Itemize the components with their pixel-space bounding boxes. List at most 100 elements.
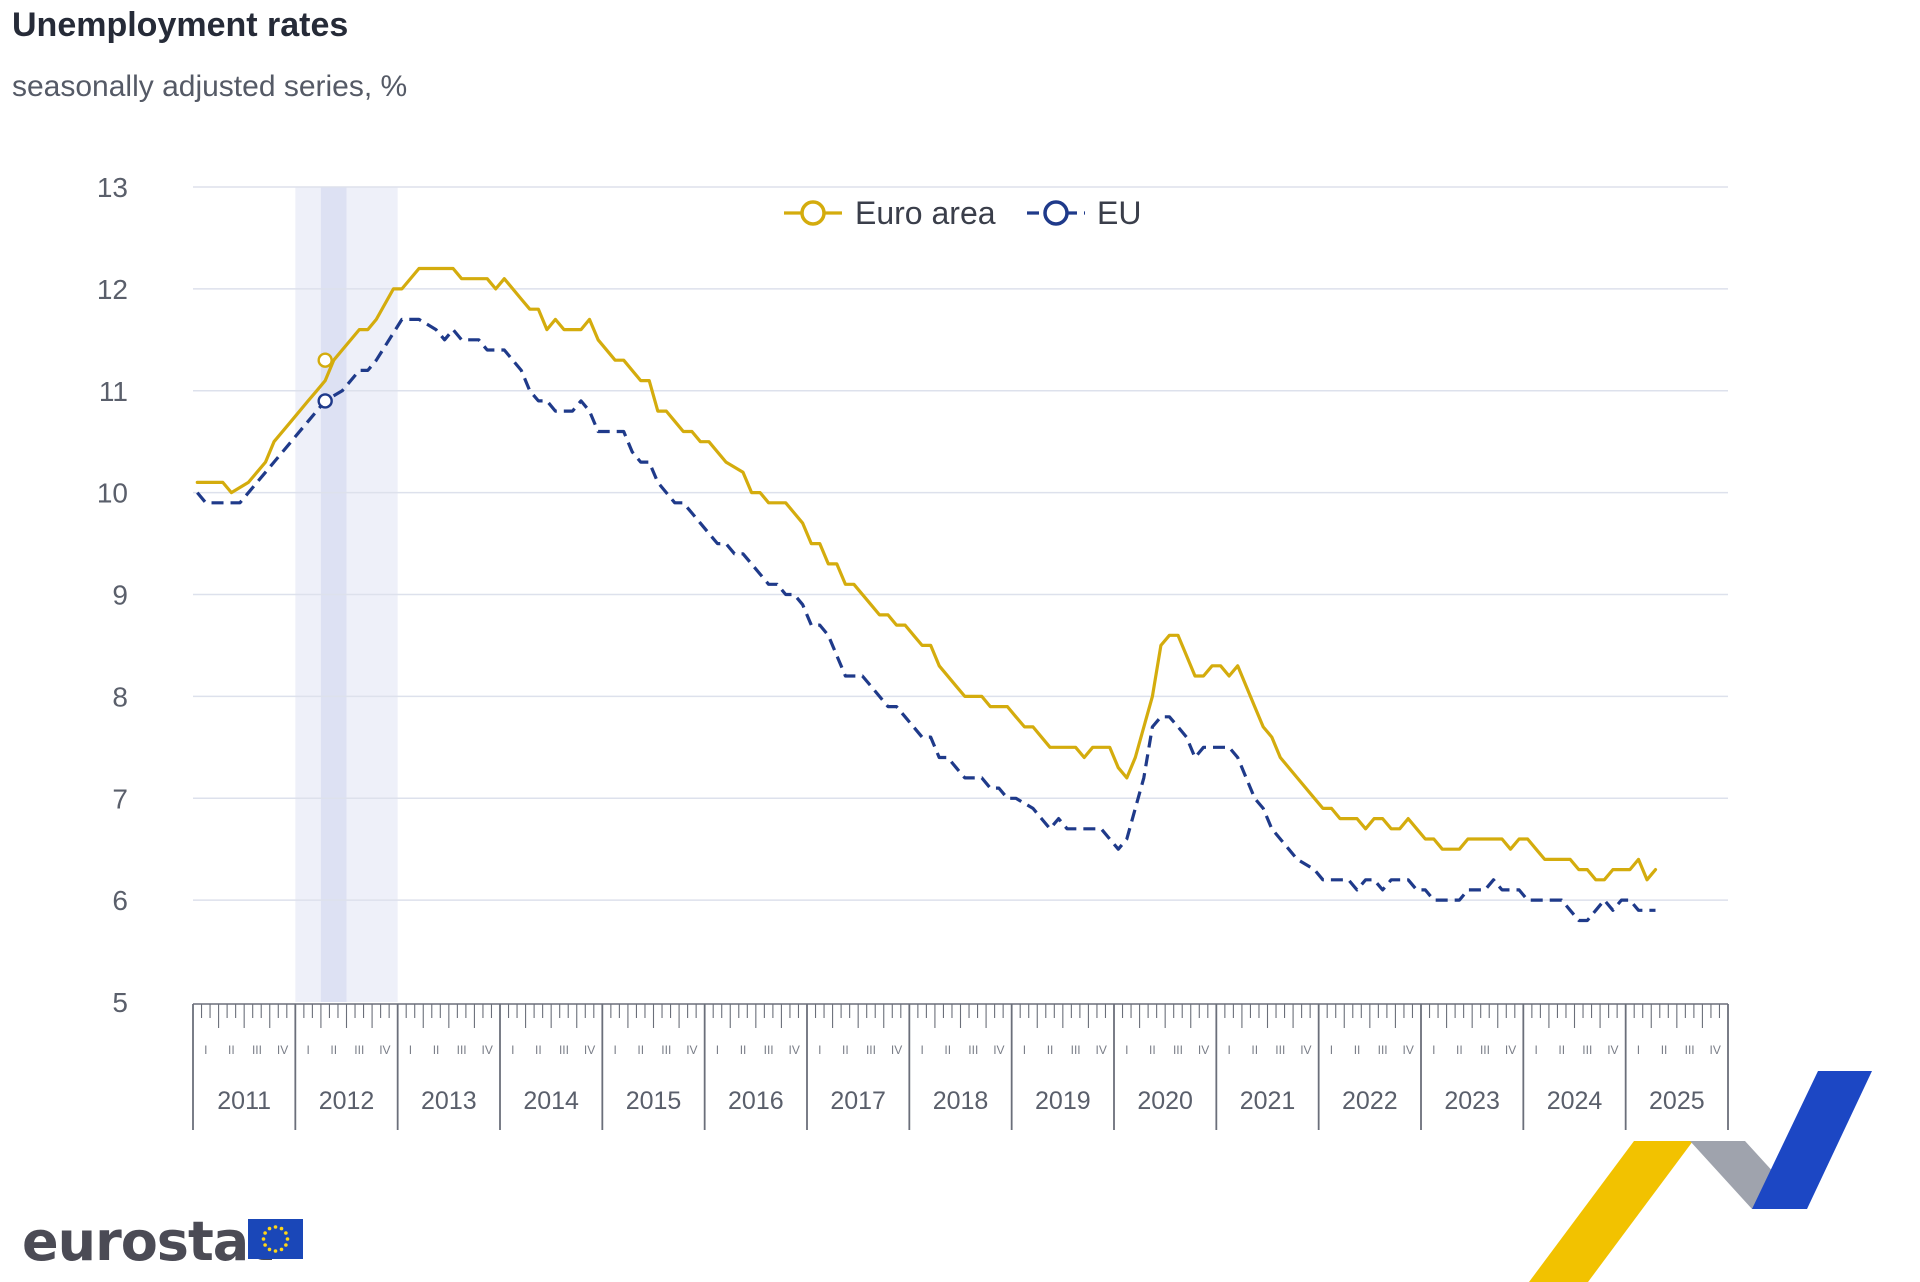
quarter-label: IV <box>1710 1043 1721 1057</box>
legend-label: Euro area <box>855 195 996 231</box>
y-tick-label: 9 <box>112 580 128 611</box>
quarter-label: IV <box>1198 1043 1209 1057</box>
quarter-label: II <box>1354 1043 1361 1057</box>
flag-star <box>284 1231 288 1235</box>
quarter-label: II <box>1251 1043 1258 1057</box>
quarter-label: III <box>764 1043 774 1057</box>
quarter-label: III <box>252 1043 262 1057</box>
eu-flag-icon <box>248 1219 303 1259</box>
year-label: 2019 <box>1035 1087 1091 1115</box>
year-label: 2024 <box>1547 1087 1603 1115</box>
quarter-label: II <box>433 1043 440 1057</box>
year-label: 2023 <box>1444 1087 1500 1115</box>
y-tick-label: 13 <box>97 172 128 203</box>
quarter-label: IV <box>1505 1043 1516 1057</box>
quarter-label: III <box>1275 1043 1285 1057</box>
quarter-label: IV <box>993 1043 1004 1057</box>
y-tick-label: 12 <box>97 274 128 305</box>
year-label: 2016 <box>728 1087 784 1115</box>
quarter-label: I <box>613 1043 616 1057</box>
quarter-label: III <box>354 1043 364 1057</box>
quarter-label: I <box>409 1043 412 1057</box>
quarter-label: III <box>1582 1043 1592 1057</box>
quarter-label: III <box>1685 1043 1695 1057</box>
y-axis-ticks: 5 6 7 8 9 10 11 12 13 <box>97 172 128 1018</box>
chart-subtitle: seasonally adjusted series, % <box>12 70 408 103</box>
flag-star <box>279 1226 284 1231</box>
quarter-label: II <box>1047 1043 1054 1057</box>
year-label: 2022 <box>1342 1087 1398 1115</box>
quarter-label: II <box>740 1043 747 1057</box>
year-label: 2021 <box>1240 1087 1296 1115</box>
quarter-label: I <box>1023 1043 1026 1057</box>
quarter-label: I <box>1330 1043 1333 1057</box>
chart-title: Unemployment rates <box>12 6 349 44</box>
year-label: 2011 <box>217 1087 271 1115</box>
flag-star <box>267 1226 272 1231</box>
quarter-label: I <box>716 1043 719 1057</box>
quarter-label: I <box>511 1043 514 1057</box>
quarter-label: III <box>968 1043 978 1057</box>
y-tick-label: 8 <box>112 681 128 712</box>
flag-star <box>285 1237 290 1241</box>
legend-marker <box>1043 200 1069 226</box>
quarter-label: II <box>330 1043 337 1057</box>
quarter-label: III <box>1378 1043 1388 1057</box>
quarter-label: II <box>228 1043 235 1057</box>
quarter-label: I <box>306 1043 309 1057</box>
quarter-label: III <box>457 1043 467 1057</box>
flag-star <box>267 1247 272 1252</box>
quarter-label: IV <box>482 1043 493 1057</box>
legend-label: EU <box>1097 195 1141 231</box>
legend-item[interactable]: EU <box>1027 195 1141 231</box>
quarter-label: I <box>1125 1043 1128 1057</box>
quarter-label: II <box>944 1043 951 1057</box>
quarter-label: III <box>866 1043 876 1057</box>
brand-decoration <box>1529 1071 1872 1282</box>
quarter-label: I <box>1637 1043 1640 1057</box>
flag-star <box>279 1247 284 1252</box>
series-lines <box>195 266 1658 923</box>
year-label: 2015 <box>626 1087 682 1115</box>
brand-stripe-yellow <box>1529 1141 1693 1282</box>
flag-star <box>263 1231 267 1235</box>
quarter-label: IV <box>277 1043 288 1057</box>
year-label: 2025 <box>1649 1087 1705 1115</box>
quarter-label: IV <box>1096 1043 1107 1057</box>
y-tick-label: 5 <box>112 987 128 1018</box>
legend-item[interactable]: Euro area <box>784 195 996 231</box>
flag-star <box>284 1243 288 1247</box>
quarter-label: IV <box>1300 1043 1311 1057</box>
series-marker <box>317 352 333 368</box>
quarter-label: III <box>1173 1043 1183 1057</box>
y-tick-label: 10 <box>97 478 128 509</box>
gridlines <box>193 186 1728 901</box>
quarter-label: I <box>204 1043 207 1057</box>
y-tick-label: 11 <box>99 376 128 407</box>
legend[interactable]: Euro area EU <box>784 195 1141 231</box>
flag-star <box>273 1225 278 1229</box>
quarter-label: II <box>1558 1043 1565 1057</box>
quarter-label: III <box>1071 1043 1081 1057</box>
y-tick-label: 7 <box>112 783 128 814</box>
quarter-label: IV <box>789 1043 800 1057</box>
year-label: 2012 <box>319 1087 375 1115</box>
quarter-label: IV <box>891 1043 902 1057</box>
flag-star <box>263 1243 267 1247</box>
quarter-label: II <box>1661 1043 1668 1057</box>
flag-star <box>273 1249 278 1253</box>
quarter-label: II <box>1149 1043 1156 1057</box>
legend-marker <box>800 200 826 226</box>
quarter-label: III <box>559 1043 569 1057</box>
quarter-label: IV <box>379 1043 390 1057</box>
year-label: 2017 <box>830 1087 886 1115</box>
quarter-label: III <box>1480 1043 1490 1057</box>
eurostat-logo: eurostat <box>22 1210 303 1273</box>
quarter-label: I <box>818 1043 821 1057</box>
quarter-label: I <box>920 1043 923 1057</box>
eu-stars <box>261 1225 290 1253</box>
year-label: 2020 <box>1137 1087 1193 1115</box>
quarter-label: I <box>1227 1043 1230 1057</box>
